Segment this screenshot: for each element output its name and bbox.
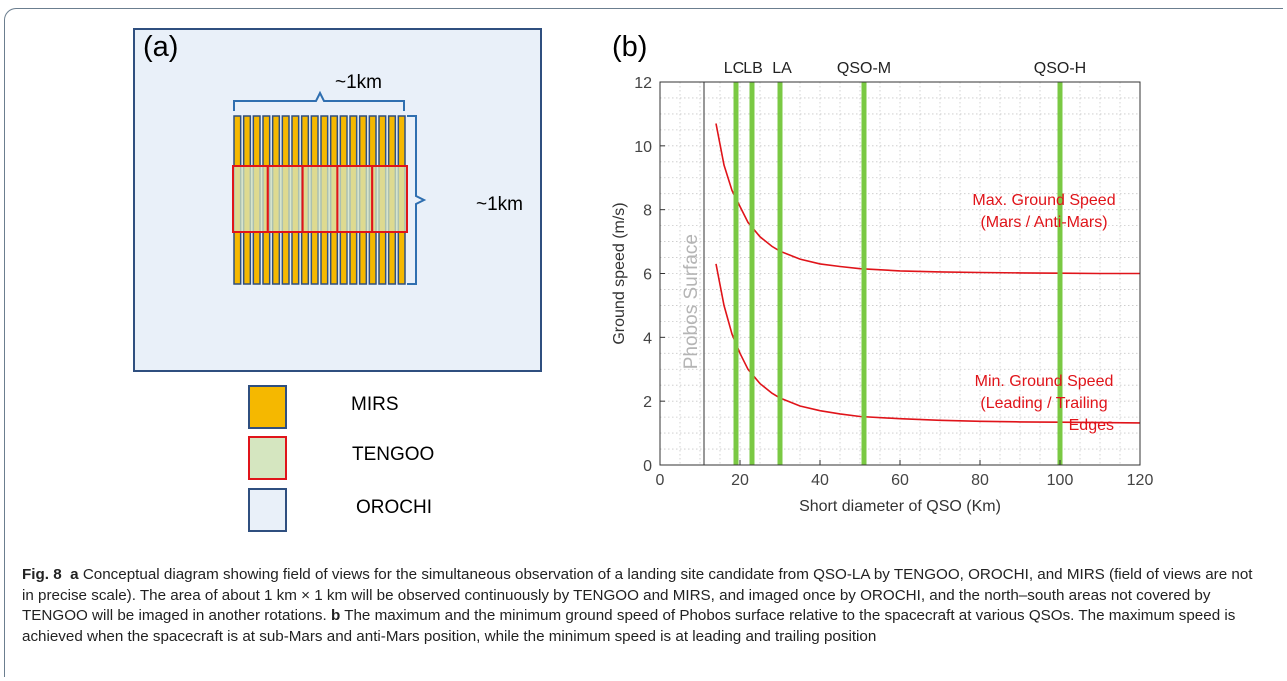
figure-frame	[4, 8, 1283, 677]
min-speed-line	[715, 263, 1141, 424]
y-tick-label: 2	[643, 394, 652, 411]
x-axis-label: Short diameter of QSO (Km)	[799, 498, 1001, 515]
width-bracket	[233, 90, 405, 111]
x-tick-label: 60	[891, 472, 909, 489]
legend-swatch-orochi	[248, 488, 287, 532]
legend-label-orochi: OROCHI	[356, 497, 432, 518]
min-speed-label: (Leading / Trailing	[980, 395, 1107, 412]
x-tick-label: 120	[1127, 472, 1154, 489]
orbit-label-qso-m: QSO-M	[837, 60, 891, 77]
tengoo-fov	[232, 165, 409, 233]
legend-swatch-mirs	[248, 385, 287, 429]
caption-a-text: Conceptual diagram showing field of view…	[22, 566, 1253, 624]
height-label: ~1km	[476, 194, 523, 215]
x-tick-label: 100	[1047, 472, 1074, 489]
orbit-label-la: LA	[772, 60, 792, 77]
tengoo-box	[301, 165, 339, 233]
orbit-label-lb: LB	[743, 60, 763, 77]
caption-b-text: The maximum and the minimum ground speed…	[22, 607, 1236, 645]
x-tick-label: 0	[656, 472, 665, 489]
tengoo-box	[371, 165, 409, 233]
width-label: ~1km	[335, 72, 382, 93]
min-speed-label: Edges	[1069, 417, 1114, 434]
y-tick-label: 0	[643, 458, 652, 475]
x-tick-label: 20	[731, 472, 749, 489]
caption-b-marker: b	[330, 607, 341, 624]
orbit-label-lc: LC	[724, 60, 744, 77]
caption-fig-label: Fig. 8	[22, 566, 62, 583]
max-speed-line	[715, 123, 1140, 275]
orbit-label-qso-h: QSO-H	[1034, 60, 1086, 77]
x-tick-label: 40	[811, 472, 829, 489]
legend-swatch-tengoo	[248, 436, 287, 480]
panel-a-label: (a)	[143, 31, 179, 63]
y-tick-label: 10	[634, 139, 652, 156]
tengoo-box	[336, 165, 374, 233]
y-tick-label: 4	[643, 330, 652, 347]
y-axis-label: Ground speed (m/s)	[611, 202, 628, 344]
tengoo-box	[232, 165, 269, 233]
min-speed-label: Min. Ground Speed	[975, 373, 1114, 390]
tengoo-box	[266, 165, 304, 233]
legend-label-tengoo: TENGOO	[352, 444, 435, 465]
caption-a-marker: a	[70, 566, 79, 583]
phobos-surface-label: Phobos Surface	[681, 234, 702, 369]
ground-speed-chart: Phobos Surface 0 20 40 60 80 100 120 0 2 4 6 8 10 12 S…	[611, 60, 1154, 515]
panel-a-diagram	[133, 28, 542, 532]
max-speed-label: (Mars / Anti-Mars)	[980, 214, 1107, 231]
y-tick-label: 8	[643, 203, 652, 220]
y-tick-label: 12	[634, 75, 652, 92]
y-tick-label: 6	[643, 267, 652, 284]
figure-caption: Fig. 8 a Conceptual diagram showing fiel…	[22, 565, 1262, 647]
panel-b-label: (b)	[612, 31, 648, 63]
x-tick-label: 80	[971, 472, 989, 489]
legend-label-mirs: MIRS	[351, 394, 399, 415]
max-speed-label: Max. Ground Speed	[972, 192, 1115, 209]
height-bracket	[407, 115, 427, 285]
